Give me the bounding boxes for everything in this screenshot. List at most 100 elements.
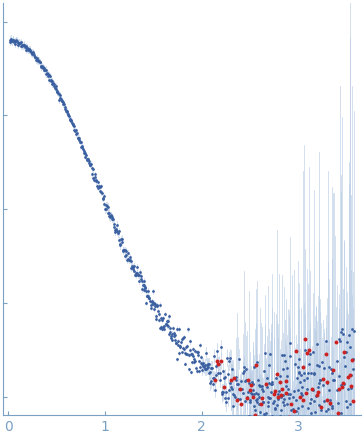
Point (274, 423, 280, 430)
Point (281, 402, 287, 409)
Point (243, 366, 249, 373)
Point (151, 305, 157, 312)
Point (305, 369, 311, 376)
Point (254, 396, 260, 403)
Point (169, 332, 174, 339)
Point (174, 356, 180, 363)
Point (59, 97, 64, 104)
Point (254, 359, 260, 366)
Point (114, 221, 120, 228)
Point (304, 386, 310, 393)
Point (312, 428, 318, 435)
Point (79, 142, 85, 149)
Point (147, 297, 153, 304)
Point (259, 386, 265, 393)
Point (337, 416, 343, 423)
Point (153, 313, 159, 320)
Point (286, 394, 292, 401)
Point (65, 110, 71, 117)
Point (249, 389, 254, 396)
Point (245, 376, 251, 383)
Point (231, 392, 237, 399)
Point (105, 209, 111, 216)
Point (237, 385, 243, 392)
Point (142, 284, 148, 291)
Point (178, 339, 184, 346)
Point (241, 364, 246, 371)
Point (122, 252, 128, 259)
Point (20, 42, 25, 49)
Point (263, 381, 269, 388)
Point (351, 365, 356, 372)
Point (328, 401, 333, 408)
Point (294, 386, 300, 393)
Point (7, 38, 13, 45)
Point (258, 418, 264, 425)
Point (113, 225, 119, 232)
Point (34, 57, 40, 64)
Point (220, 389, 226, 396)
Point (245, 388, 251, 395)
Point (227, 354, 233, 361)
Point (248, 381, 254, 388)
Point (350, 398, 356, 405)
Point (351, 416, 357, 423)
Point (267, 350, 273, 357)
Point (84, 156, 90, 163)
Point (118, 236, 124, 243)
Point (280, 399, 286, 406)
Point (36, 57, 42, 64)
Point (133, 271, 139, 278)
Point (199, 361, 205, 368)
Point (21, 42, 27, 49)
Point (325, 397, 331, 404)
Point (275, 390, 281, 397)
Point (146, 294, 152, 301)
Point (349, 385, 355, 392)
Point (201, 364, 207, 371)
Point (123, 247, 129, 254)
Point (340, 325, 345, 332)
Point (206, 361, 212, 368)
Point (210, 375, 216, 382)
Point (86, 157, 91, 164)
Point (87, 161, 93, 168)
Point (62, 104, 68, 111)
Point (276, 435, 282, 437)
Point (173, 339, 179, 346)
Point (182, 360, 188, 367)
Point (209, 364, 214, 371)
Point (308, 409, 314, 416)
Point (317, 377, 323, 384)
Point (79, 143, 85, 150)
Point (312, 369, 317, 376)
Point (272, 388, 278, 395)
Point (67, 115, 72, 122)
Point (207, 380, 213, 387)
Point (117, 242, 123, 249)
Point (155, 308, 161, 315)
Point (319, 417, 325, 424)
Point (262, 416, 268, 423)
Point (253, 389, 259, 396)
Point (312, 409, 318, 416)
Point (338, 409, 344, 416)
Point (227, 380, 233, 387)
Point (164, 322, 170, 329)
Point (293, 397, 299, 404)
Point (46, 72, 52, 79)
Point (298, 372, 304, 379)
Point (326, 421, 332, 428)
Point (108, 212, 114, 219)
Point (17, 40, 23, 47)
Point (248, 387, 253, 394)
Point (96, 183, 102, 190)
Point (57, 92, 63, 99)
Point (326, 387, 332, 394)
Point (261, 410, 267, 417)
Point (232, 375, 237, 382)
Point (188, 350, 194, 357)
Point (329, 405, 335, 412)
Point (268, 417, 274, 424)
Point (195, 349, 201, 356)
